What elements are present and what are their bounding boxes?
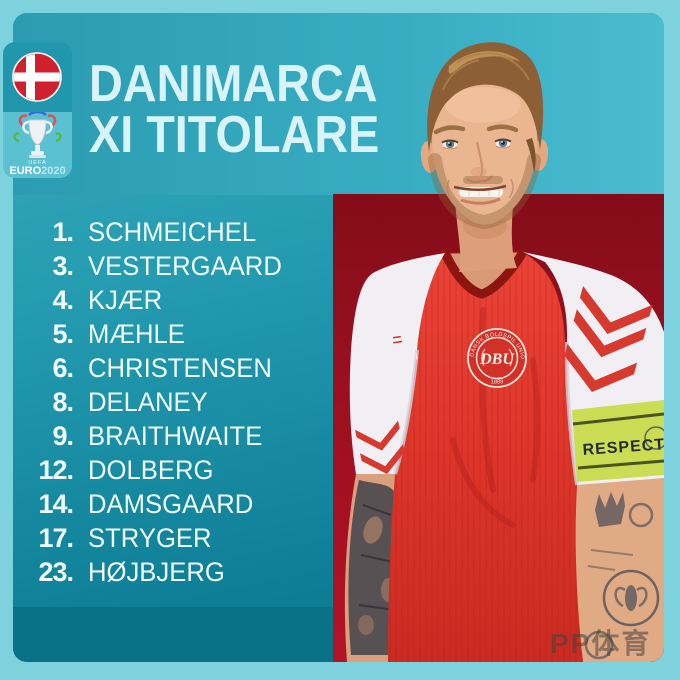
crest-year: 1889 bbox=[491, 380, 503, 386]
euro2020-cell: UEFA EURO2020 bbox=[3, 110, 72, 178]
dbu-crest: DANSK BOLDSPIL UNION 1889 DBU bbox=[467, 328, 527, 388]
player-number: 23. bbox=[38, 556, 74, 587]
player-head bbox=[420, 42, 549, 272]
beard-stubble bbox=[428, 153, 541, 230]
player-row: 23. HØJBJERG bbox=[37, 555, 292, 589]
page-title: DANIMARCA XI TITOLARE bbox=[89, 55, 380, 164]
player-number: 14. bbox=[38, 488, 74, 519]
player-name: VESTERGAARD bbox=[88, 250, 282, 281]
uefa-respect-emblem bbox=[644, 426, 664, 450]
player-photo-illustration: RESPECT bbox=[333, 42, 664, 662]
player-name: DELANEY bbox=[88, 386, 208, 417]
right-forearm-tattoos bbox=[575, 478, 664, 662]
player-name: STRYGER bbox=[88, 522, 212, 553]
player-number: 8. bbox=[52, 386, 74, 417]
player-name: DAMSGAARD bbox=[88, 488, 254, 519]
player-row: 4. KJÆR bbox=[37, 283, 292, 317]
captain-armband: RESPECT bbox=[572, 400, 664, 482]
player-row: 5. MÆHLE bbox=[37, 317, 292, 351]
player-name: BRAITHWAITE bbox=[88, 420, 263, 451]
player-name: CHRISTENSEN bbox=[88, 352, 272, 383]
left-sleeve bbox=[349, 253, 445, 475]
player-list: 1. SCHMEICHEL 3. VESTERGAARD 4. KJÆR 5. MÆHL… bbox=[37, 215, 292, 589]
jersey-torso bbox=[388, 252, 585, 662]
player-name: DOLBERG bbox=[88, 454, 214, 485]
collar-trim bbox=[440, 247, 528, 299]
crest-abbr: DBU bbox=[479, 351, 515, 368]
euro2020-logo: UEFA EURO2020 bbox=[9, 110, 66, 177]
player-row: 6. CHRISTENSEN bbox=[37, 351, 292, 385]
main-card: DANIMARCA XI TITOLARE 1. SCHMEICHEL 3. VES… bbox=[13, 13, 664, 662]
tournament-badge: UEFA EURO2020 bbox=[3, 42, 72, 178]
title-line2: XI TITOLARE bbox=[89, 106, 380, 164]
player-row: 17. STRYGER bbox=[37, 521, 292, 555]
title-line1: DANIMARCA bbox=[89, 55, 378, 113]
player-row: 1. SCHMEICHEL bbox=[37, 215, 292, 249]
uefa-label: UEFA bbox=[28, 160, 46, 166]
left-eye bbox=[441, 139, 459, 150]
armband-respect-text: RESPECT bbox=[582, 436, 664, 459]
player-number: 12. bbox=[38, 454, 74, 485]
player-row: 14. DAMSGAARD bbox=[37, 487, 292, 521]
euro-trophy-icon bbox=[13, 110, 62, 158]
player-row: 8. DELANEY bbox=[37, 385, 292, 419]
hummel-chevrons-left bbox=[355, 420, 405, 475]
hair bbox=[427, 42, 544, 172]
player-name: HØJBJERG bbox=[88, 556, 225, 587]
player-number: 6. bbox=[52, 352, 74, 383]
flag-cell bbox=[3, 42, 72, 112]
player-name: MÆHLE bbox=[88, 318, 185, 349]
player-number: 3. bbox=[52, 250, 74, 281]
right-eye bbox=[494, 138, 512, 149]
denmark-flag-icon bbox=[12, 52, 62, 102]
smile-mouth bbox=[446, 178, 514, 205]
hummel-chevrons-right bbox=[564, 286, 653, 392]
player-row: 9. BRAITHWAITE bbox=[37, 419, 292, 453]
euro2020-wordmark: EURO2020 bbox=[9, 165, 65, 177]
player-number: 5. bbox=[52, 318, 74, 349]
player-number: 9. bbox=[52, 420, 74, 451]
player-number: 17. bbox=[38, 522, 74, 553]
header-band bbox=[13, 13, 664, 195]
pp-sports-watermark: PP体育 bbox=[550, 628, 652, 659]
player-name: KJÆR bbox=[88, 284, 163, 315]
player-number: 1. bbox=[52, 216, 74, 247]
player-name: SCHMEICHEL bbox=[88, 216, 257, 247]
player-number: 4. bbox=[52, 284, 74, 315]
player-row: 12. DOLBERG bbox=[37, 453, 292, 487]
player-row: 3. VESTERGAARD bbox=[37, 249, 292, 283]
